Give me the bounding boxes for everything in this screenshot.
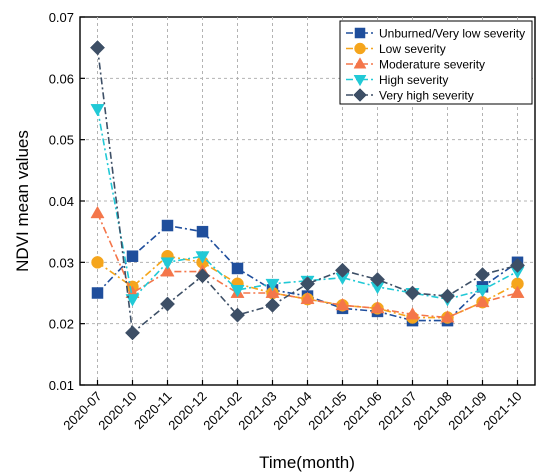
legend-marker: [354, 42, 366, 55]
data-point: [475, 294, 490, 308]
data-point: [509, 257, 526, 273]
y-tick-label: 0.02: [49, 317, 74, 332]
data-point: [196, 225, 209, 238]
data-point: [265, 285, 280, 298]
legend-label: Low severity: [379, 42, 446, 56]
y-tick-label: 0.05: [49, 133, 74, 148]
legend-marker: [353, 88, 367, 102]
legend-item: Very high severity: [346, 88, 474, 103]
data-point: [475, 285, 490, 298]
data-point: [369, 272, 386, 288]
data-point: [231, 262, 244, 275]
data-point: [264, 297, 281, 313]
series-group: [89, 40, 526, 341]
data-point: [126, 250, 139, 262]
legend-marker: [353, 75, 367, 87]
y-tick-label: 0.06: [49, 71, 74, 86]
data-point: [160, 264, 175, 277]
data-point: [125, 294, 140, 307]
series-5: [89, 40, 526, 341]
data-point: [510, 285, 525, 298]
legend-item: High severity: [346, 73, 448, 87]
data-point: [160, 257, 175, 270]
data-point: [370, 300, 385, 314]
data-point: [300, 291, 315, 305]
data-point: [265, 278, 280, 292]
legend-label: Moderature severity: [379, 58, 485, 72]
data-point: [334, 262, 351, 278]
legend-item: Moderature severity: [346, 57, 485, 72]
data-point: [335, 297, 350, 311]
data-point: [405, 307, 420, 320]
y-tick-label: 0.01: [49, 378, 74, 393]
data-point: [474, 267, 491, 283]
legend-item: Unburned/Very low severity: [346, 27, 525, 41]
data-point: [90, 104, 105, 117]
legend-item: Low severity: [346, 42, 446, 56]
x-axis-title: Time(month): [259, 453, 355, 472]
data-point: [404, 285, 421, 301]
data-point: [159, 296, 176, 312]
data-point: [299, 276, 316, 292]
legend-marker: [354, 27, 366, 39]
data-point: [89, 40, 106, 56]
data-point: [229, 307, 246, 323]
data-point: [230, 285, 245, 298]
data-point: [124, 325, 141, 341]
data-point: [439, 288, 456, 304]
legend-marker: [353, 57, 367, 69]
x-tick-label: 2020-10: [95, 389, 139, 433]
y-tick-label: 0.04: [49, 194, 74, 209]
legend-label: Very high severity: [379, 89, 474, 103]
y-axis-title: NDVI mean values: [13, 130, 32, 272]
data-point: [91, 256, 104, 269]
legend-label: High severity: [379, 73, 448, 87]
y-tick-label: 0.07: [49, 10, 74, 25]
y-tick-label: 0.03: [49, 255, 74, 270]
data-point: [90, 205, 105, 219]
legend-label: Unburned/Very low severity: [379, 27, 525, 41]
data-point: [161, 219, 174, 232]
data-point: [91, 287, 104, 299]
legend-box: [339, 20, 533, 105]
x-tick-label: 2021-10: [480, 389, 524, 433]
data-point: [194, 268, 211, 284]
data-point: [440, 310, 455, 323]
data-point: [195, 251, 210, 264]
